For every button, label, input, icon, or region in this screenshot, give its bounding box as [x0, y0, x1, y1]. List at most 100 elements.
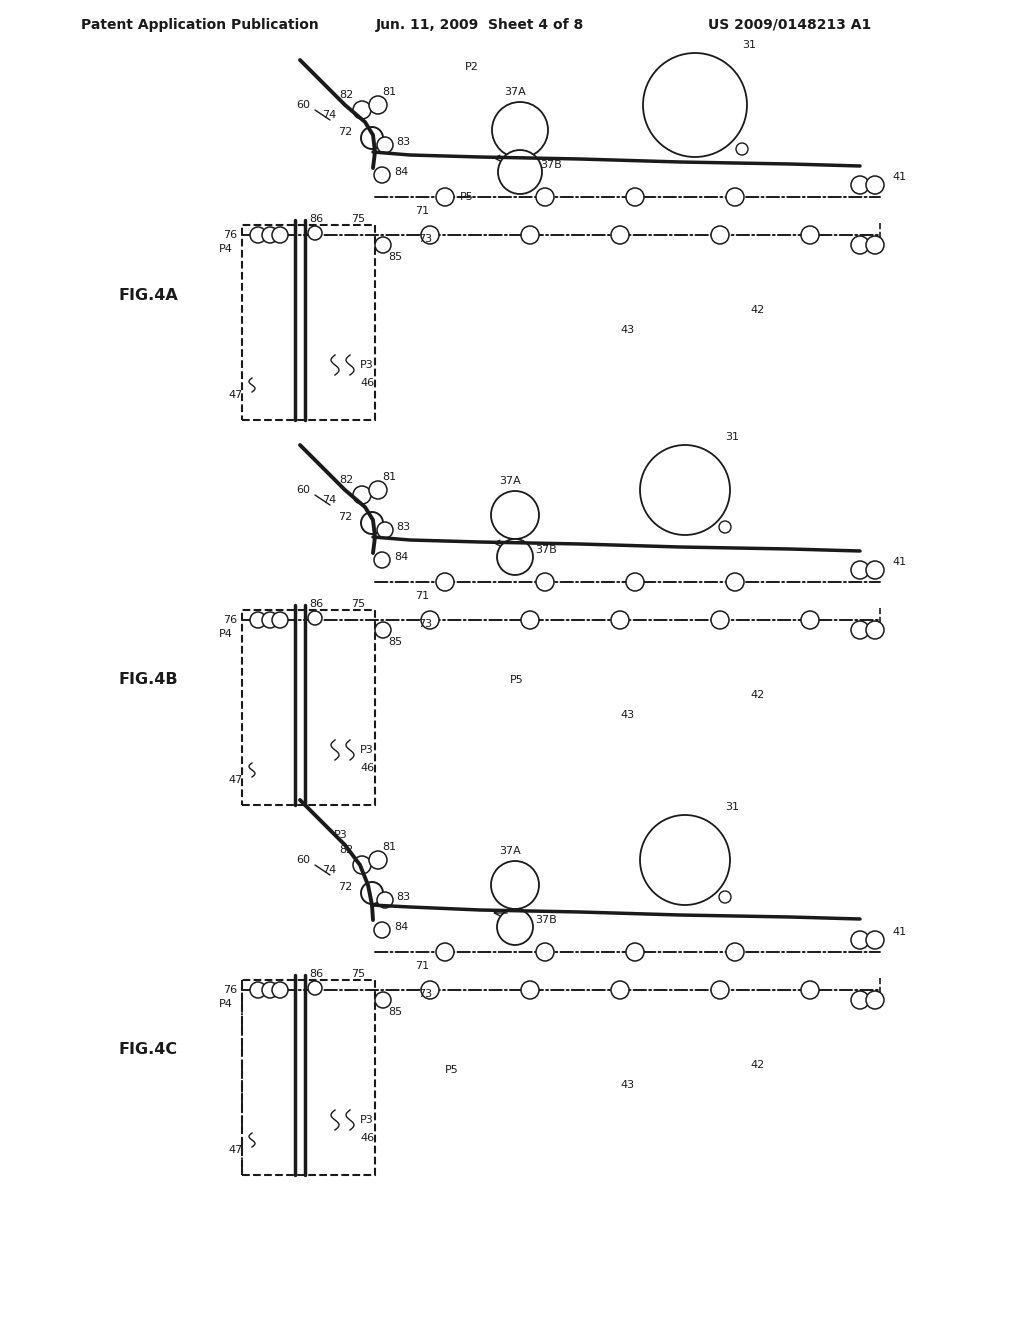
Text: 37B: 37B: [540, 160, 562, 170]
Text: US 2009/0148213 A1: US 2009/0148213 A1: [709, 18, 871, 32]
Circle shape: [801, 226, 819, 244]
Circle shape: [272, 982, 288, 998]
Circle shape: [421, 611, 439, 630]
Circle shape: [521, 226, 539, 244]
Circle shape: [611, 226, 629, 244]
Circle shape: [421, 981, 439, 999]
Text: 42: 42: [750, 305, 764, 315]
Text: 31: 31: [725, 432, 739, 442]
Circle shape: [611, 981, 629, 999]
Circle shape: [272, 612, 288, 628]
Circle shape: [611, 611, 629, 630]
Text: P3: P3: [360, 744, 374, 755]
Text: 74: 74: [322, 865, 336, 875]
Text: 76: 76: [223, 230, 237, 240]
Text: 72: 72: [338, 882, 352, 892]
Circle shape: [361, 882, 383, 904]
Text: 43: 43: [620, 710, 634, 719]
Text: 73: 73: [418, 619, 432, 630]
Text: 84: 84: [394, 552, 409, 562]
Text: 82: 82: [340, 90, 354, 100]
Text: 85: 85: [388, 638, 402, 647]
Circle shape: [536, 942, 554, 961]
Circle shape: [866, 991, 884, 1008]
Text: FIG.4B: FIG.4B: [118, 672, 178, 688]
Circle shape: [369, 480, 387, 499]
Text: 83: 83: [396, 521, 411, 532]
Bar: [242, 610, 375, 805]
Circle shape: [711, 981, 729, 999]
Circle shape: [726, 942, 744, 961]
Circle shape: [640, 814, 730, 906]
Text: 86: 86: [309, 969, 323, 979]
Circle shape: [497, 539, 534, 576]
Text: FIG.4A: FIG.4A: [118, 288, 178, 302]
Text: 85: 85: [388, 252, 402, 261]
Circle shape: [736, 143, 748, 154]
Circle shape: [643, 53, 746, 157]
Circle shape: [851, 931, 869, 949]
Text: 83: 83: [396, 892, 411, 902]
Text: 75: 75: [351, 969, 366, 979]
Circle shape: [851, 620, 869, 639]
Text: 42: 42: [750, 690, 764, 700]
Circle shape: [250, 612, 266, 628]
Text: P4: P4: [219, 999, 233, 1008]
Circle shape: [866, 931, 884, 949]
Circle shape: [536, 573, 554, 591]
Text: 82: 82: [340, 475, 354, 484]
Circle shape: [308, 226, 322, 240]
Text: Patent Application Publication: Patent Application Publication: [81, 18, 318, 32]
Text: 46: 46: [360, 1133, 374, 1143]
Text: 46: 46: [360, 763, 374, 774]
Text: 37B: 37B: [535, 545, 557, 554]
Circle shape: [719, 521, 731, 533]
Circle shape: [521, 981, 539, 999]
Text: 41: 41: [892, 172, 906, 182]
Text: 81: 81: [382, 473, 396, 482]
Circle shape: [308, 981, 322, 995]
Text: 43: 43: [620, 325, 634, 335]
Text: 86: 86: [309, 214, 323, 224]
Circle shape: [490, 861, 539, 909]
Text: 37A: 37A: [504, 87, 526, 96]
Circle shape: [361, 127, 383, 149]
Text: P5: P5: [510, 675, 523, 685]
Text: P5: P5: [460, 191, 474, 202]
Circle shape: [369, 96, 387, 114]
Text: P3: P3: [360, 360, 374, 370]
Circle shape: [536, 187, 554, 206]
Circle shape: [866, 561, 884, 579]
Text: 37A: 37A: [499, 846, 521, 855]
Text: 47: 47: [228, 775, 243, 785]
Circle shape: [361, 512, 383, 535]
Text: 72: 72: [338, 512, 352, 521]
Text: 31: 31: [725, 803, 739, 812]
Text: 37A: 37A: [499, 477, 521, 486]
Circle shape: [726, 573, 744, 591]
Text: 76: 76: [223, 985, 237, 995]
Text: 73: 73: [418, 234, 432, 244]
Text: 37B: 37B: [535, 915, 557, 925]
Circle shape: [377, 892, 393, 908]
Circle shape: [436, 187, 454, 206]
Text: P3: P3: [334, 830, 348, 840]
Text: 72: 72: [338, 127, 352, 137]
Circle shape: [377, 137, 393, 153]
Circle shape: [866, 620, 884, 639]
Circle shape: [353, 486, 371, 504]
Text: 41: 41: [892, 557, 906, 568]
Circle shape: [375, 993, 391, 1008]
Circle shape: [497, 909, 534, 945]
Text: P4: P4: [219, 244, 233, 253]
Circle shape: [262, 227, 278, 243]
Text: 47: 47: [228, 389, 243, 400]
Text: 43: 43: [620, 1080, 634, 1090]
Circle shape: [353, 102, 371, 119]
Text: 86: 86: [309, 599, 323, 609]
Circle shape: [250, 982, 266, 998]
Bar: [242, 979, 375, 1175]
Circle shape: [711, 226, 729, 244]
Circle shape: [262, 612, 278, 628]
Circle shape: [250, 227, 266, 243]
